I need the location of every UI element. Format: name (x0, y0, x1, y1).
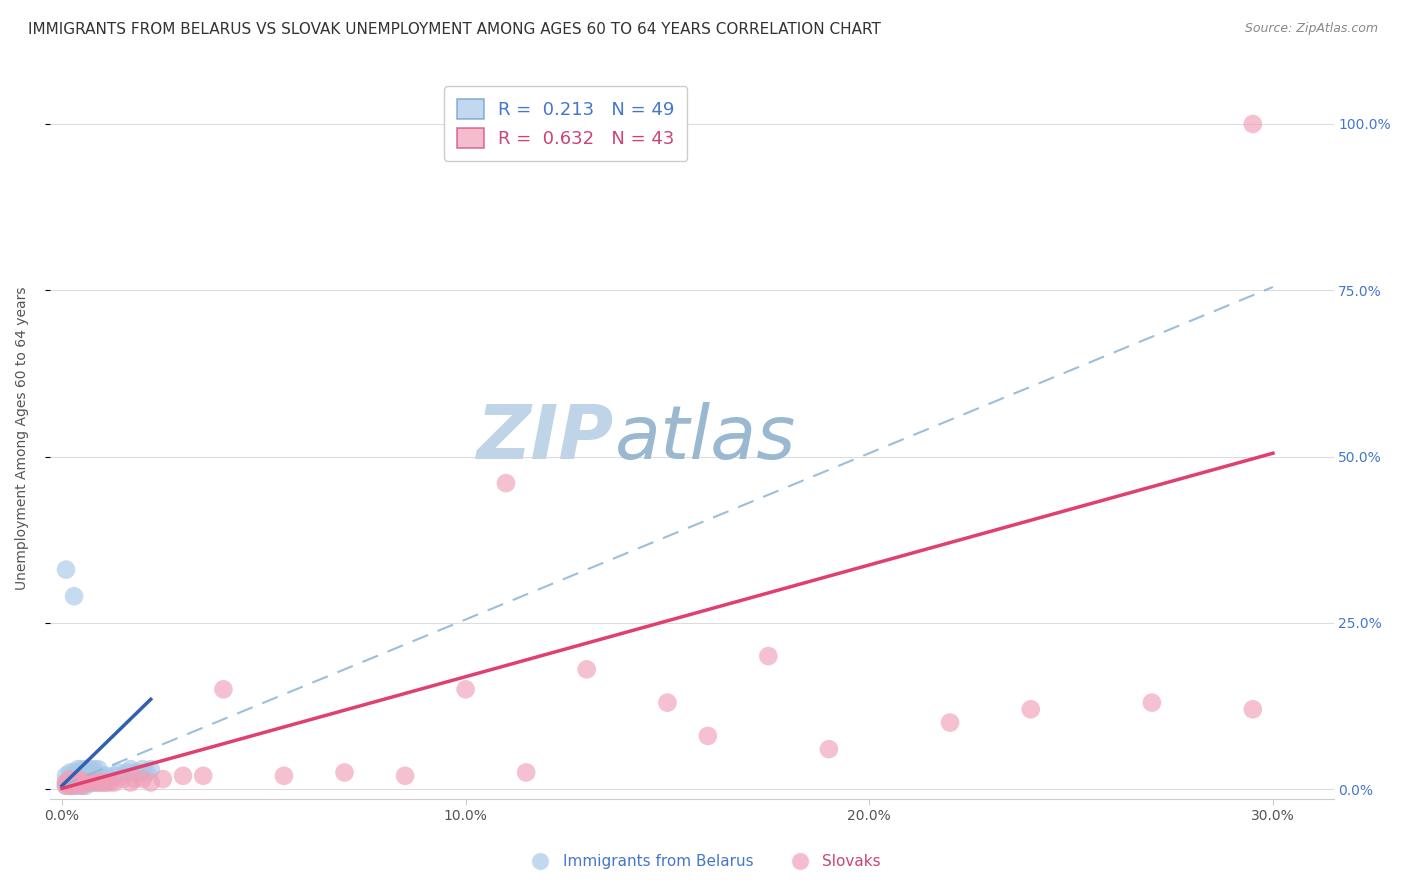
Point (1019, 702, 1042, 716)
Point (120, 762, 142, 776)
Point (67, 769, 90, 783)
Point (75, 762, 97, 776)
Point (575, 662, 598, 676)
Point (75, 775, 97, 789)
Point (152, 772, 174, 786)
Point (55, 563, 77, 577)
Point (939, 715, 962, 730)
Text: Source: ZipAtlas.com: Source: ZipAtlas.com (1244, 22, 1378, 36)
Point (131, 762, 153, 776)
Point (454, 682, 477, 697)
Point (111, 772, 134, 786)
Point (100, 775, 122, 789)
Point (79, 762, 101, 776)
Point (96, 769, 118, 783)
Point (120, 775, 142, 789)
Point (212, 682, 235, 697)
Point (63, 765, 86, 780)
Point (55, 775, 77, 789)
Point (107, 765, 129, 780)
Point (1140, 696, 1163, 710)
Point (87, 769, 110, 783)
Point (172, 769, 194, 783)
Point (75, 775, 97, 789)
Legend: Immigrants from Belarus, Slovaks: Immigrants from Belarus, Slovaks (519, 848, 887, 875)
Point (79, 775, 101, 789)
Point (756, 649, 779, 664)
Point (59, 779, 82, 793)
Point (70, 775, 93, 789)
Point (70, 779, 93, 793)
Point (124, 772, 146, 786)
Point (333, 765, 356, 780)
Point (696, 729, 718, 743)
Point (63, 589, 86, 603)
Point (111, 769, 134, 783)
Point (91, 775, 114, 789)
Point (75, 779, 97, 793)
Point (131, 772, 153, 786)
Point (70, 775, 93, 789)
Point (79, 769, 101, 783)
Point (87, 775, 110, 789)
Point (1241, 117, 1264, 131)
Point (103, 769, 125, 783)
Point (75, 769, 97, 783)
Point (59, 779, 82, 793)
Point (193, 769, 215, 783)
Point (83, 775, 105, 789)
Point (115, 765, 138, 780)
Point (96, 775, 118, 789)
Point (67, 775, 90, 789)
Point (63, 779, 86, 793)
Point (1241, 702, 1264, 716)
Y-axis label: Unemployment Among Ages 60 to 64 years: Unemployment Among Ages 60 to 64 years (15, 286, 30, 590)
Point (67, 772, 90, 786)
Point (55, 779, 77, 793)
Point (83, 762, 105, 776)
Point (103, 775, 125, 789)
Point (63, 775, 86, 789)
Point (59, 772, 82, 786)
Point (657, 696, 679, 710)
Point (67, 779, 90, 793)
Point (100, 772, 122, 786)
Point (87, 775, 110, 789)
Point (87, 762, 110, 776)
Point (70, 762, 93, 776)
Point (128, 765, 150, 780)
Text: atlas: atlas (614, 402, 796, 475)
Point (124, 765, 146, 780)
Point (79, 775, 101, 789)
Point (70, 769, 93, 783)
Point (63, 779, 86, 793)
Point (67, 762, 90, 776)
Point (59, 772, 82, 786)
Point (394, 769, 416, 783)
Point (67, 775, 90, 789)
Point (83, 775, 105, 789)
Point (91, 769, 114, 783)
Point (818, 742, 841, 756)
Point (55, 779, 77, 793)
Point (55, 775, 77, 789)
Point (96, 775, 118, 789)
Point (63, 775, 86, 789)
Point (59, 765, 82, 780)
Point (139, 775, 162, 789)
Text: ZIP: ZIP (478, 401, 614, 475)
Point (83, 769, 105, 783)
Point (63, 772, 86, 786)
Point (70, 779, 93, 793)
Legend: R =  0.213   N = 49, R =  0.632   N = 43: R = 0.213 N = 49, R = 0.632 N = 43 (444, 87, 688, 161)
Point (495, 476, 517, 491)
Point (515, 765, 537, 780)
Point (55, 769, 77, 783)
Point (59, 775, 82, 789)
Point (91, 775, 114, 789)
Text: IMMIGRANTS FROM BELARUS VS SLOVAK UNEMPLOYMENT AMONG AGES 60 TO 64 YEARS CORRELA: IMMIGRANTS FROM BELARUS VS SLOVAK UNEMPL… (28, 22, 882, 37)
Point (139, 762, 162, 776)
Point (135, 765, 157, 780)
Point (273, 769, 295, 783)
